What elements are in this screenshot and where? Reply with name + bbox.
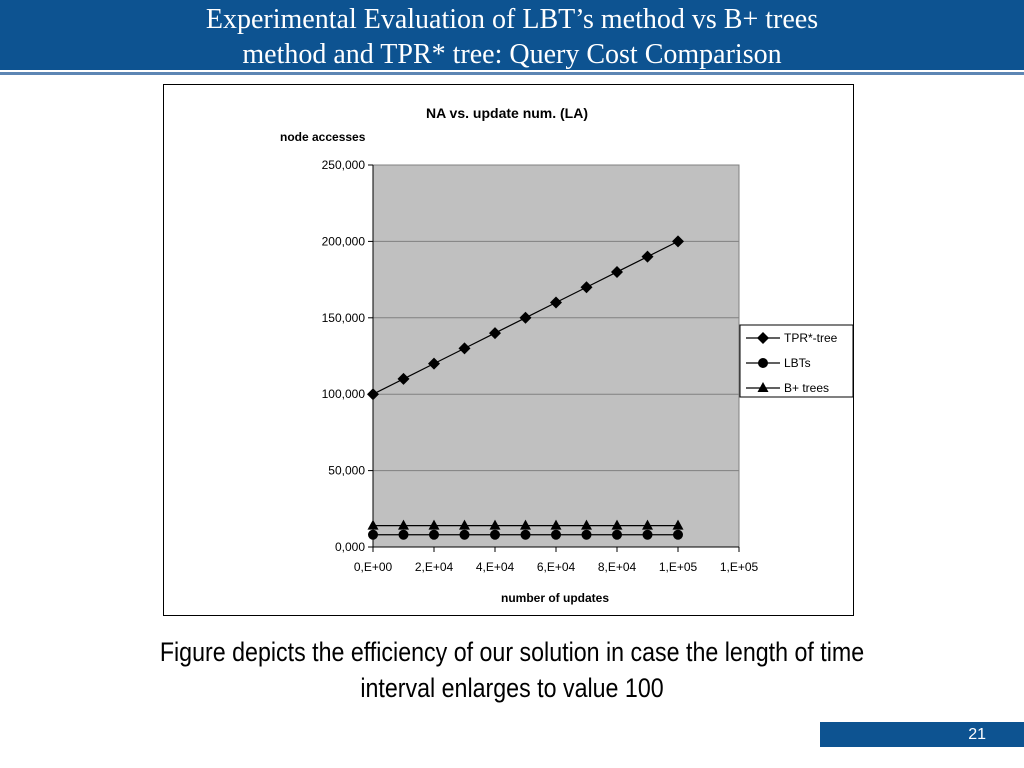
footer-bar: 21 <box>820 722 1024 747</box>
header-band <box>0 0 1024 70</box>
data-point-lbts <box>642 529 653 540</box>
plot-area <box>372 164 740 548</box>
x-tick-label: 2,E+04 <box>415 560 454 574</box>
data-point-b-trees <box>367 519 379 530</box>
legend-marker-tpr-tree <box>757 332 769 344</box>
y-tick-label: 0,000 <box>335 540 365 554</box>
slide-title-line-2: method and TPR* tree: Query Cost Compari… <box>242 39 782 70</box>
page-number: 21 <box>968 726 986 743</box>
data-point-b-trees <box>520 519 531 530</box>
legend: TPR*-tree LBTs B+ trees <box>739 324 853 398</box>
data-point-lbts <box>612 529 622 540</box>
series-layer <box>367 235 684 540</box>
caption-line-2: interval enlarges to value 100 <box>360 673 664 703</box>
caption-line-1: Figure depicts the efficiency of our sol… <box>159 637 865 667</box>
chart-frame: NA vs. update num. (LA) node accesses nu… <box>163 84 854 616</box>
data-point-tpr-tree <box>580 281 593 294</box>
header-rule <box>0 72 1024 75</box>
data-point-b-trees <box>581 519 592 530</box>
y-axis-label: node accesses <box>280 130 366 144</box>
data-point-b-trees <box>489 519 501 530</box>
data-point-tpr-tree <box>397 372 410 385</box>
slide-title-line-1: Experimental Evaluation of LBT’s method … <box>205 4 819 35</box>
data-point-b-trees <box>550 519 562 530</box>
data-point-b-trees <box>672 519 684 530</box>
data-point-b-trees <box>459 519 470 530</box>
gridlines <box>373 240 739 472</box>
data-point-b-trees <box>642 519 653 530</box>
x-tick-label: 8,E+04 <box>598 560 637 574</box>
data-point-tpr-tree <box>550 296 562 309</box>
data-point-b-trees <box>398 519 409 530</box>
data-point-lbts <box>673 529 683 540</box>
x-tick-label: 4,E+04 <box>476 560 515 574</box>
legend-label-b-trees: B+ trees <box>784 381 829 395</box>
data-point-tpr-tree <box>458 342 471 355</box>
data-point-lbts <box>459 529 470 540</box>
data-point-lbts <box>520 529 531 540</box>
data-point-lbts <box>551 529 561 540</box>
data-point-tpr-tree <box>672 235 684 248</box>
data-point-tpr-tree <box>428 357 440 370</box>
legend-label-tpr-tree: TPR*-tree <box>784 331 838 345</box>
line-chart: NA vs. update num. (LA) node accesses nu… <box>280 105 853 605</box>
figure-caption: Figure depicts the efficiency of our sol… <box>106 634 918 706</box>
axes: 0,000 50,000 100,000 150,000 200,000 250,000 0… <box>322 158 759 574</box>
data-point-tpr-tree <box>367 388 379 401</box>
y-tick-label: 50,000 <box>328 464 365 478</box>
y-tick-label: 100,000 <box>322 387 366 401</box>
data-point-lbts <box>429 529 439 540</box>
data-point-b-trees <box>428 519 440 530</box>
data-point-lbts <box>368 529 378 540</box>
data-point-tpr-tree <box>519 311 532 324</box>
data-point-lbts <box>490 529 500 540</box>
data-point-lbts <box>581 529 592 540</box>
x-axis-label: number of updates <box>501 591 609 605</box>
y-tick-label: 150,000 <box>322 311 366 325</box>
x-tick-label: 6,E+04 <box>537 560 576 574</box>
y-tick-label: 200,000 <box>322 234 366 248</box>
legend-marker-b-trees <box>757 382 769 392</box>
data-point-tpr-tree <box>489 327 501 340</box>
data-point-b-trees <box>611 519 623 530</box>
legend-label-lbts: LBTs <box>784 356 811 370</box>
chart-title: NA vs. update num. (LA) <box>426 105 588 121</box>
x-tick-label: 1,E+05 <box>720 560 759 574</box>
y-tick-label: 250,000 <box>322 158 366 172</box>
x-tick-label: 1,E+05 <box>659 560 698 574</box>
data-point-lbts <box>398 529 409 540</box>
x-tick-label: 0,E+00 <box>354 560 393 574</box>
data-point-tpr-tree <box>611 265 623 278</box>
data-point-tpr-tree <box>641 250 654 263</box>
slide-title: Experimental Evaluation of LBT’s method … <box>0 2 1024 72</box>
legend-marker-lbts <box>758 358 768 368</box>
